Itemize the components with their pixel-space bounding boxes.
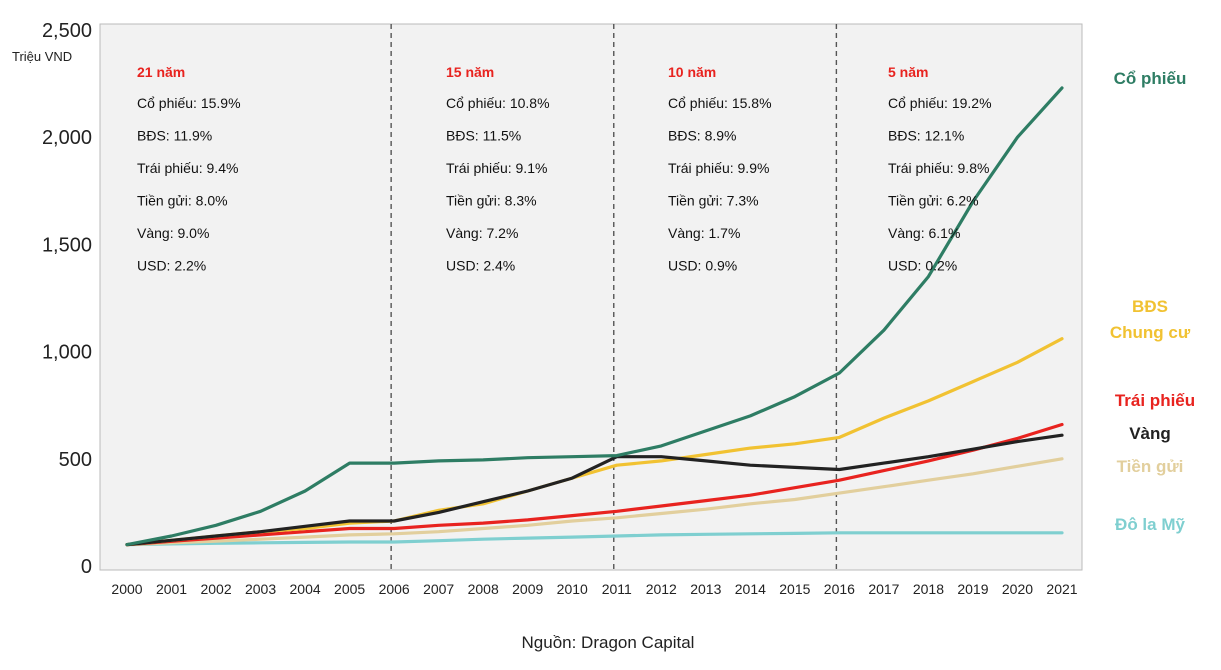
series-lines	[125, 86, 1064, 547]
x-tick-label: 2008	[468, 581, 499, 597]
period-return-line: Tiền gửi: 6.2%	[888, 193, 979, 209]
x-tick-label: 2010	[557, 581, 588, 597]
period-title: 15 năm	[446, 64, 494, 80]
x-tick-label: 2019	[957, 581, 988, 597]
period-return-line: Trái phiếu: 9.4%	[137, 160, 238, 176]
period-return-line: Trái phiếu: 9.8%	[888, 160, 989, 176]
x-tick-label: 2016	[824, 581, 855, 597]
y-axis: Triệu VND 0 500 1,000 1,500 2,000 2,500	[12, 20, 92, 578]
x-tick-label: 2017	[868, 581, 899, 597]
period-return-line: BĐS: 11.9%	[137, 128, 212, 144]
x-tick-label: 2006	[379, 581, 410, 597]
period-return-line: Cổ phiếu: 19.2%	[888, 95, 992, 111]
y-tick-label: 2,000	[42, 127, 92, 149]
legend-label: Đô la Mỹ	[1115, 515, 1185, 534]
x-tick-label: 2020	[1002, 581, 1033, 597]
period-return-line: Vàng: 6.1%	[888, 225, 960, 241]
series-line	[125, 531, 1064, 547]
series-line	[125, 457, 1064, 547]
period-return-line: Trái phiếu: 9.1%	[446, 160, 547, 176]
series-line	[125, 422, 1064, 547]
annotations: 21 năm Cổ phiếu: 15.9% BĐS: 11.9% Trái phiế…	[137, 64, 992, 274]
period-return-line: Cổ phiếu: 10.8%	[446, 95, 550, 111]
period-return-line: BĐS: 11.5%	[446, 128, 521, 144]
period-return-line: Tiền gửi: 8.0%	[137, 193, 228, 209]
period-return-line: Tiền gửi: 7.3%	[668, 193, 759, 209]
x-tick-label: 2002	[200, 581, 231, 597]
x-tick-label: 2005	[334, 581, 365, 597]
period-return-line: USD: 2.2%	[137, 258, 206, 274]
period-title: 5 năm	[888, 64, 928, 80]
period-return-line: Cổ phiếu: 15.8%	[668, 95, 772, 111]
x-tick-label: 2003	[245, 581, 276, 597]
x-tick-label: 2021	[1046, 581, 1077, 597]
period-return-line: Tiền gửi: 8.3%	[446, 193, 537, 209]
y-tick-label: 1,000	[42, 342, 92, 364]
x-tick-label: 2015	[779, 581, 810, 597]
x-tick-label: 2001	[156, 581, 187, 597]
y-tick-label: 500	[59, 449, 92, 471]
period-return-line: BĐS: 8.9%	[668, 128, 736, 144]
period-return-line: BĐS: 12.1%	[888, 128, 964, 144]
x-tick-label: 2012	[646, 581, 677, 597]
period-return-line: USD: 0.2%	[888, 258, 957, 274]
legend-label: Vàng	[1129, 424, 1171, 443]
legend-label: BĐS	[1132, 297, 1168, 316]
period-dividers	[390, 24, 838, 570]
period-return-line: Cổ phiếu: 15.9%	[137, 95, 241, 111]
legend-label: Trái phiếu	[1115, 391, 1195, 410]
y-unit-label: Triệu VND	[12, 49, 72, 64]
period-return-line: USD: 2.4%	[446, 258, 515, 274]
x-tick-label: 2018	[913, 581, 944, 597]
series-line	[125, 433, 1064, 547]
legend-label: Tiền gửi	[1117, 457, 1184, 476]
x-tick-label: 2014	[735, 581, 766, 597]
x-tick-label: 2000	[111, 581, 142, 597]
legend-label: Chung cư	[1110, 323, 1191, 342]
x-tick-label: 2004	[290, 581, 321, 597]
y-tick-label: 0	[81, 556, 92, 578]
plot-area	[99, 23, 1083, 571]
period-title: 21 năm	[137, 64, 185, 80]
x-tick-label: 2013	[690, 581, 721, 597]
period-return-line: Vàng: 7.2%	[446, 225, 518, 241]
period-return-line: Trái phiếu: 9.9%	[668, 160, 769, 176]
x-tick-label: 2007	[423, 581, 454, 597]
x-tick-label: 2011	[602, 581, 632, 597]
y-tick-label: 2,500	[42, 20, 92, 42]
source-note: Nguồn: Dragon Capital	[522, 633, 695, 652]
period-return-line: USD: 0.9%	[668, 258, 737, 274]
y-tick-label: 1,500	[42, 234, 92, 256]
legend: Cổ phiếu BĐS Chung cư Trái phiếu Vàng Tiền gử…	[1110, 69, 1195, 534]
x-tick-label: 2009	[512, 581, 543, 597]
series-line	[125, 86, 1064, 547]
x-axis: 2000 2001 2002 2003 2004 2005 2006 2007 2008 2009…	[111, 581, 1077, 597]
legend-label: Cổ phiếu	[1114, 69, 1187, 88]
period-title: 10 năm	[668, 64, 716, 80]
period-return-line: Vàng: 1.7%	[668, 225, 740, 241]
period-return-line: Vàng: 9.0%	[137, 225, 209, 241]
